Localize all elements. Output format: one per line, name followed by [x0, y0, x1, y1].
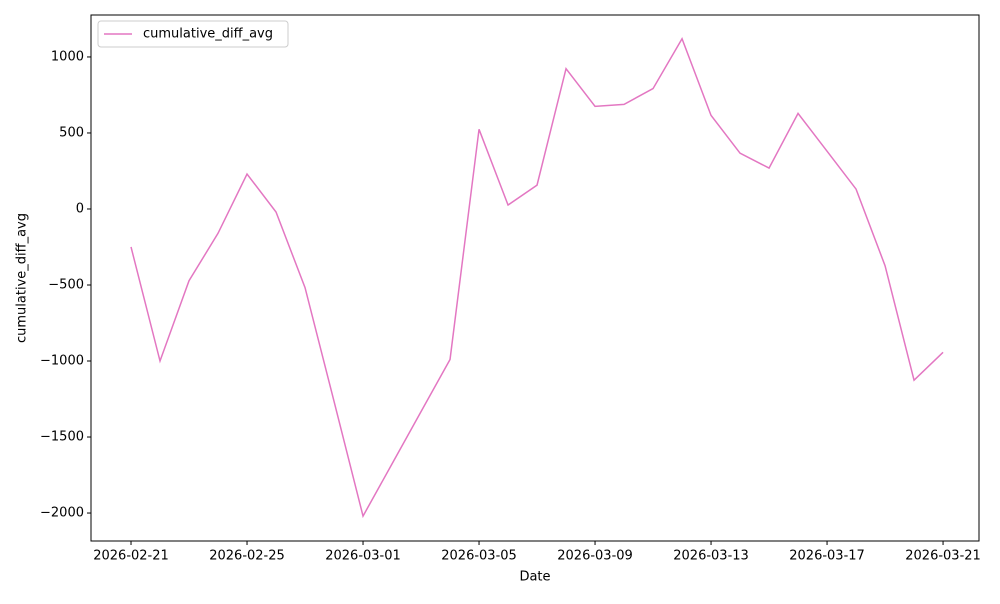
y-tick-label: −500	[48, 277, 84, 292]
y-tick-label: 0	[76, 201, 84, 216]
x-tick-label: 2026-02-25	[209, 549, 285, 564]
y-tick-label: −2000	[40, 506, 84, 521]
x-tick-label: 2026-03-13	[673, 549, 749, 564]
y-tick-label: −1000	[40, 354, 84, 369]
y-axis-label: cumulative_diff_avg	[15, 213, 30, 343]
y-tick-label: −1500	[40, 430, 84, 445]
legend-label: cumulative_diff_avg	[143, 27, 273, 42]
x-tick-label: 2026-03-17	[789, 549, 865, 564]
x-tick-label: 2026-03-01	[325, 549, 401, 564]
y-tick-label: 500	[59, 125, 84, 140]
legend-box	[97, 20, 289, 48]
y-tick-label: 1000	[51, 49, 84, 64]
x-tick-label: 2026-03-05	[441, 549, 517, 564]
x-tick-label: 2026-03-21	[905, 549, 981, 564]
x-axis-label: Date	[519, 570, 550, 585]
data-line	[130, 36, 944, 519]
plot-frame	[90, 14, 980, 542]
x-tick-label: 2026-02-21	[93, 549, 169, 564]
x-tick-label: 2026-03-09	[557, 549, 633, 564]
